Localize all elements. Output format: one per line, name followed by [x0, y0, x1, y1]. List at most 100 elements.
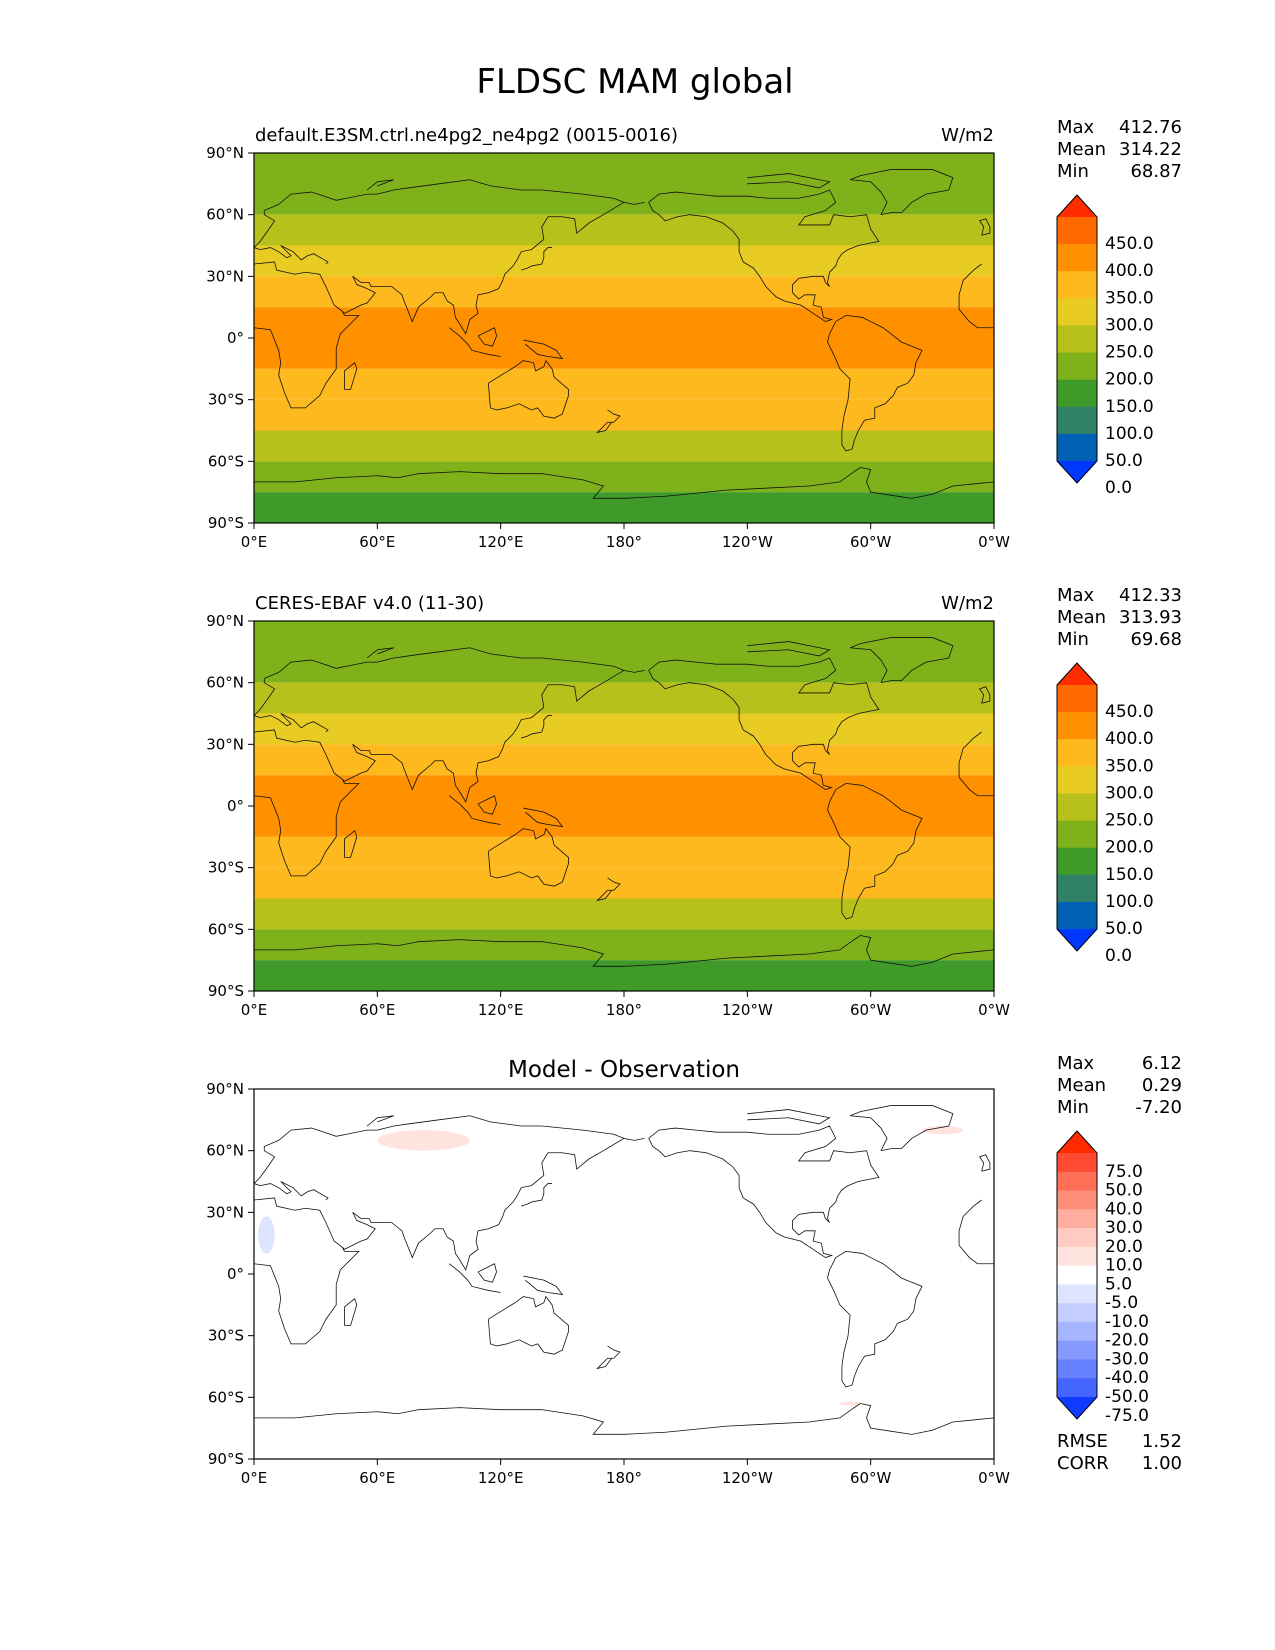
- band-1: [254, 682, 994, 714]
- colorbar-segment: [1057, 1359, 1097, 1379]
- coastline-9: [449, 795, 501, 825]
- lon-tick-label: 180°: [606, 1469, 642, 1487]
- stat-label: Min: [1057, 161, 1089, 182]
- colorbar-segment: [1057, 352, 1097, 381]
- diff-feature-1: [258, 1216, 275, 1254]
- lon-tick-label: 60°E: [359, 1469, 395, 1487]
- colorbar-tick-label: 300.0: [1105, 315, 1154, 335]
- coastline-13: [827, 1250, 923, 1388]
- lat-tick-label: 30°S: [208, 391, 244, 409]
- band-7: [254, 898, 994, 930]
- coastline-17: [344, 361, 358, 390]
- colorbar-segment: [1057, 1265, 1097, 1285]
- coastline-17: [344, 1297, 358, 1326]
- coastline-4: [342, 1137, 625, 1271]
- coastline-5: [254, 1181, 329, 1201]
- colorbar-tick-label: 150.0: [1105, 397, 1154, 417]
- colorbar: 75.050.040.030.020.010.05.0-5.0-10.0-20.…: [1056, 1130, 1149, 1426]
- panel-obs: 90°N 60°N 30°N 0° 30°S 60°S 90°S0°E 60°E 120°E 18…: [206, 585, 1182, 1019]
- colorbar-segment: [1057, 1209, 1097, 1229]
- lat-tick-label: 30°N: [206, 735, 244, 753]
- stat-label: Max: [1057, 1053, 1095, 1074]
- colorbar-segment: [1057, 1378, 1097, 1398]
- colorbar-tick-label: -75.0: [1105, 1406, 1149, 1426]
- lat-tick-label: 30°S: [208, 1327, 244, 1345]
- coastline-4: [342, 669, 625, 803]
- colorbar-segment: [1057, 874, 1097, 903]
- colorbar-segment: [1057, 1246, 1097, 1267]
- field-diff: [254, 1089, 994, 1459]
- coastline-2: [254, 179, 625, 248]
- stat-label: Min: [1057, 1097, 1089, 1118]
- band-2: [254, 713, 994, 745]
- coastline-19: [366, 179, 394, 191]
- coastline-19: [366, 1115, 394, 1127]
- coastline-1: [958, 731, 994, 797]
- colorbar-segment: [1057, 1340, 1097, 1360]
- coastlines: [254, 637, 994, 967]
- coastline-8: [595, 1345, 621, 1370]
- colorbar-tick-label: 450.0: [1105, 702, 1154, 722]
- coastline-17: [344, 829, 358, 858]
- colorbar: 450.0 400.0 350.0 300.0 250.0 200.0 150.0 100.0…: [1056, 194, 1154, 498]
- coastline-15: [254, 467, 994, 499]
- colorbar-tick-label: 400.0: [1105, 729, 1154, 749]
- colorbar-tick-label: 250.0: [1105, 343, 1154, 363]
- colorbar-segment: [1057, 1321, 1097, 1342]
- coastline-12: [648, 189, 880, 322]
- colorbar-segment: [1057, 766, 1097, 794]
- coastline-14: [849, 169, 954, 216]
- coastline-14: [849, 1105, 954, 1152]
- colorbar-segment: [1057, 298, 1097, 326]
- panel-left-title: CERES-EBAF v4.0 (11-30): [255, 593, 484, 614]
- coastline-4: [342, 201, 625, 335]
- lat-tick-label: 0°: [227, 1265, 244, 1283]
- lat-tick-label: 30°N: [206, 267, 244, 285]
- coastline-0: [254, 729, 360, 877]
- coastline-11: [523, 1275, 564, 1296]
- band-6: [254, 399, 994, 431]
- stat-label: Mean: [1057, 1075, 1106, 1096]
- colorbar-segment: [1057, 244, 1097, 272]
- colorbar-segment: [1057, 217, 1097, 245]
- colorbar-tick-label: -50.0: [1105, 1387, 1149, 1407]
- lat-tick-label: 90°S: [208, 514, 244, 532]
- colorbar-tick-label: 450.0: [1105, 234, 1154, 254]
- coastline-14: [849, 637, 954, 684]
- band-2: [254, 245, 994, 277]
- lat-tick-label: 0°: [227, 329, 244, 347]
- coastline-5: [254, 245, 329, 265]
- diff-feature-2: [922, 1126, 964, 1135]
- colorbar-tick-label: 100.0: [1105, 892, 1154, 912]
- colorbar-segment: [1057, 901, 1097, 930]
- lon-tick-label: 0°W: [978, 533, 1010, 551]
- lon-tick-label: 120°E: [478, 1469, 524, 1487]
- lat-tick-label: 0°: [227, 797, 244, 815]
- stat-label: Mean: [1057, 607, 1106, 628]
- band-3: [254, 744, 994, 776]
- colorbar-segment: [1057, 847, 1097, 876]
- colorbar-tick-label: 50.0: [1105, 1181, 1143, 1201]
- coastline-6: [521, 1183, 553, 1207]
- lat-tick-label: 30°N: [206, 1203, 244, 1221]
- panel-units: W/m2: [941, 125, 994, 146]
- colorbar-segment: [1057, 379, 1097, 408]
- coastline-9: [449, 327, 501, 357]
- colorbar-tick-label: 30.0: [1105, 1218, 1143, 1238]
- panel-left-title: default.E3SM.ctrl.ne4pg2_ne4pg2 (0015-00…: [255, 125, 678, 146]
- colorbar-tick-label: 400.0: [1105, 261, 1154, 281]
- lat-tick-label: 60°N: [206, 206, 244, 224]
- lon-tick-label: 60°W: [850, 533, 892, 551]
- lon-tick-label: 60°E: [359, 533, 395, 551]
- coastline-3: [623, 1137, 645, 1141]
- colorbar-segment: [1057, 271, 1097, 299]
- lon-tick-label: 180°: [606, 533, 642, 551]
- lat-tick-label: 60°S: [208, 452, 244, 470]
- colorbar-segment: [1057, 1228, 1097, 1248]
- band-7: [254, 430, 994, 462]
- colorbar-under: [1057, 1397, 1097, 1419]
- colorbar-tick-label: 150.0: [1105, 865, 1154, 885]
- colorbar-tick-label: 75.0: [1105, 1162, 1143, 1182]
- coastline-3: [623, 669, 645, 673]
